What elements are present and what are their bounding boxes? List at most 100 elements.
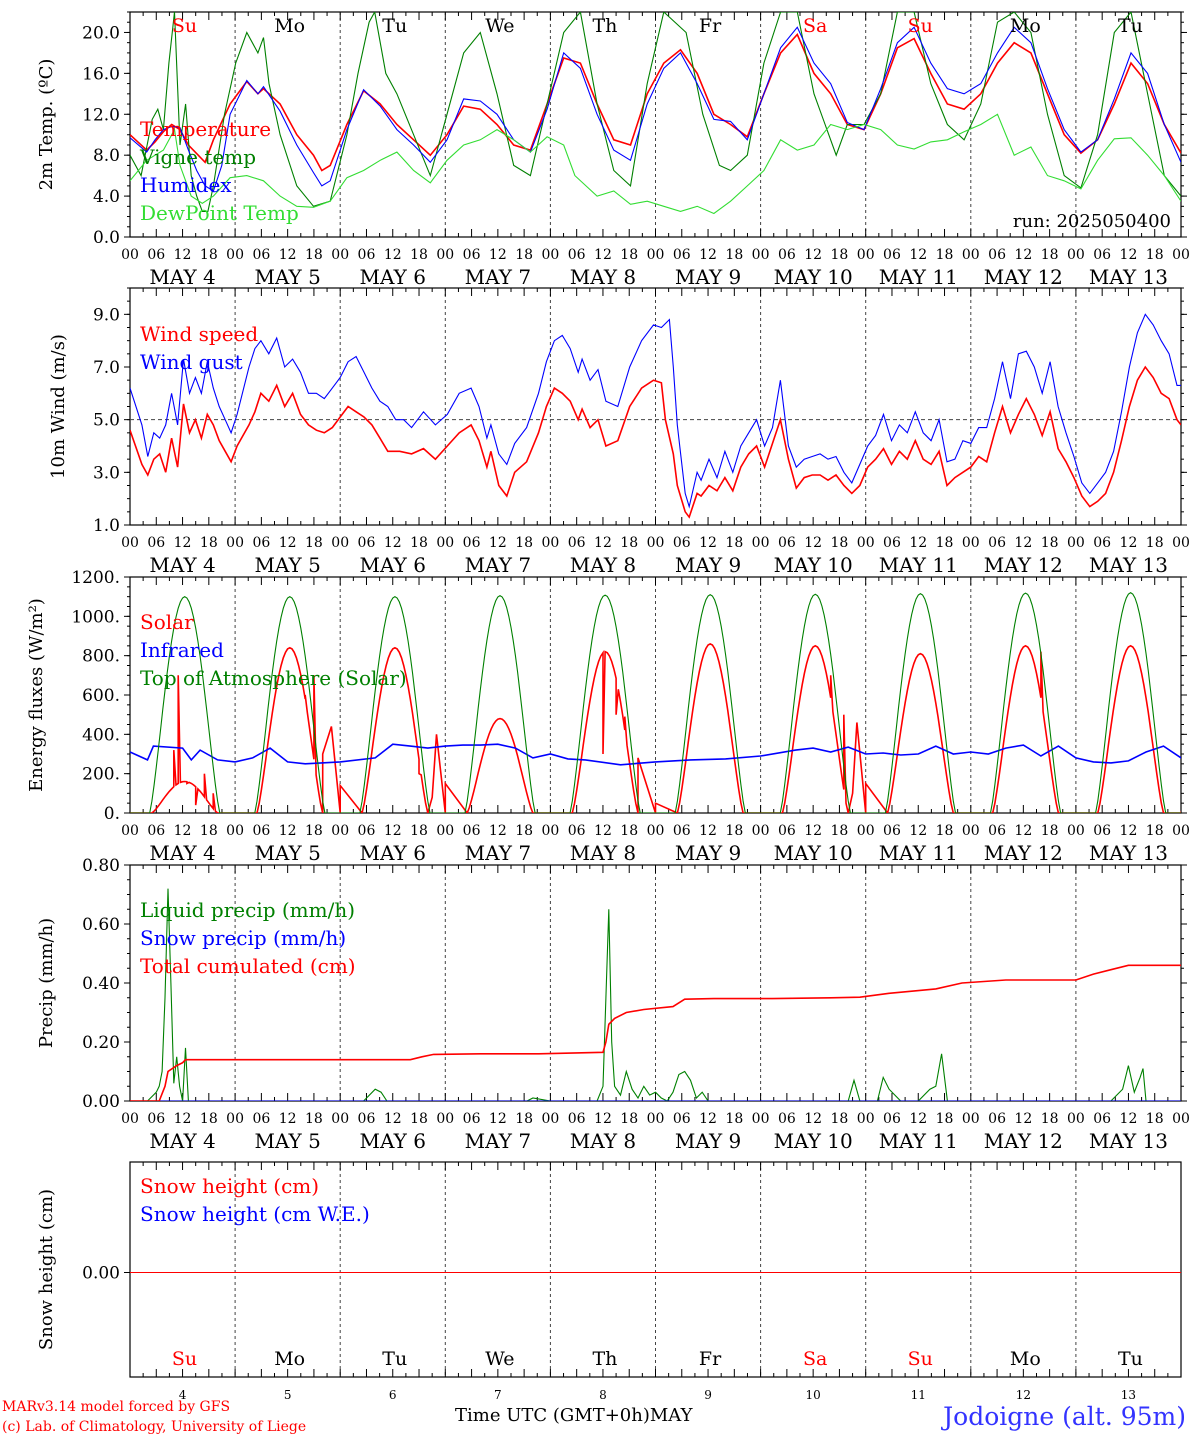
hour-tick-label: 00 [226, 247, 244, 263]
hour-tick-label: 06 [358, 247, 376, 263]
date-label: MAY 4 [149, 553, 215, 577]
date-label: MAY 10 [774, 265, 853, 289]
hour-tick-label: 18 [515, 535, 533, 551]
hour-tick-label: 00 [647, 1111, 665, 1127]
weekday-label: Sa [803, 1348, 827, 1370]
hour-tick-label: 06 [252, 823, 270, 839]
hour-tick-label: 00 [331, 535, 349, 551]
date-label: MAY 5 [254, 1129, 320, 1153]
hour-tick-label: 18 [1041, 1111, 1059, 1127]
y-tick-label: 800. [82, 647, 120, 667]
hour-tick-label: 00 [1067, 1111, 1085, 1127]
hour-tick-label: 12 [279, 1111, 297, 1127]
hour-tick-label: 12 [279, 535, 297, 551]
hour-tick-label: 12 [699, 247, 717, 263]
hour-tick-label: 00 [1067, 823, 1085, 839]
y-axis-label: 2m Temp. (ºC) [36, 59, 57, 191]
series-line-wind-gust [130, 313, 1181, 509]
weekday-label: Mo [274, 1348, 305, 1370]
y-tick-label: 1000. [71, 607, 120, 627]
date-label: MAY 12 [984, 841, 1063, 865]
hour-tick-label: 00 [962, 535, 980, 551]
hour-tick-label: 00 [226, 823, 244, 839]
date-label: MAY 4 [149, 841, 215, 865]
legend-entry: Snow height (cm) [140, 1174, 319, 1198]
hour-tick-label: 12 [384, 823, 402, 839]
panel-4: 0.00 0.20 0.40 0.60 0.80 Precip (mm/h) Liquid … [36, 856, 1190, 1153]
hour-tick-label: 00 [1067, 535, 1085, 551]
hour-tick-label: 12 [909, 823, 927, 839]
date-label: MAY 6 [360, 265, 426, 289]
hour-tick-label: 06 [673, 535, 691, 551]
hour-tick-label: 00 [541, 247, 559, 263]
y-tick-label: 600. [82, 686, 120, 706]
hour-tick-label: 12 [804, 1111, 822, 1127]
hour-tick-label: 00 [121, 535, 139, 551]
hour-tick-label: 12 [279, 247, 297, 263]
plot-frame [129, 287, 1182, 526]
hour-tick-label: 06 [778, 1111, 796, 1127]
hour-tick-label: 12 [804, 247, 822, 263]
legend-entry: Infrared [140, 638, 224, 662]
hour-tick-label: 18 [1146, 247, 1164, 263]
hour-tick-label: 12 [804, 823, 822, 839]
date-label: MAY 8 [570, 1129, 636, 1153]
hour-tick-label: 12 [1120, 823, 1138, 839]
hour-tick-label: 06 [988, 247, 1006, 263]
run-label: run: 2025050400 [1013, 211, 1171, 232]
hour-tick-label: 18 [725, 535, 743, 551]
hour-tick-label: 12 [1120, 535, 1138, 551]
hour-tick-label: 12 [489, 535, 507, 551]
hour-tick-label: 18 [410, 535, 428, 551]
hour-tick-label: 18 [305, 535, 323, 551]
model-credit: MARv3.14 model forced by GFS [2, 1399, 231, 1415]
station-label: Jodoigne (alt. 95m) [943, 1402, 1186, 1431]
date-number-label: 10 [806, 1388, 821, 1402]
hour-tick-label: 00 [962, 247, 980, 263]
hour-tick-label: 12 [1014, 247, 1032, 263]
hour-tick-label: 18 [515, 823, 533, 839]
date-label: MAY 4 [149, 1129, 215, 1153]
hour-tick-label: 12 [699, 535, 717, 551]
y-tick-label: 0.20 [82, 1033, 120, 1053]
hour-tick-label: 06 [673, 247, 691, 263]
hour-tick-label: 18 [831, 823, 849, 839]
y-tick-label: 0.80 [82, 856, 120, 876]
y-axis-label: 10m Wind (m/s) [48, 334, 69, 479]
date-label: MAY 11 [879, 841, 958, 865]
weekday-label: Fr [699, 15, 722, 37]
hour-tick-label: 12 [909, 1111, 927, 1127]
hour-tick-label: 06 [673, 1111, 691, 1127]
hour-tick-label: 06 [1093, 247, 1111, 263]
hour-tick-label: 06 [147, 1111, 165, 1127]
weekday-label: We [485, 15, 514, 37]
date-number-label: 11 [911, 1388, 926, 1402]
hour-tick-label: 18 [936, 823, 954, 839]
hour-tick-label: 18 [410, 1111, 428, 1127]
y-axis-label: Precip (mm/h) [36, 918, 57, 1048]
hour-tick-label: 06 [1093, 823, 1111, 839]
weekday-label: Mo [1010, 1348, 1041, 1370]
date-label: MAY 10 [774, 553, 853, 577]
date-label: MAY 11 [879, 1129, 958, 1153]
hour-tick-label: 12 [174, 535, 192, 551]
date-label: MAY 4 [149, 265, 215, 289]
legend-entry: Temperature [140, 117, 271, 141]
y-tick-label: 0.00 [82, 1092, 120, 1112]
hour-tick-label: 12 [1014, 1111, 1032, 1127]
hour-tick-label: 06 [463, 1111, 481, 1127]
weekday-label: Th [592, 15, 617, 37]
date-number-label: 7 [494, 1388, 502, 1402]
hour-tick-label: 00 [331, 823, 349, 839]
legend-entry: DewPoint Temp [140, 201, 299, 225]
hour-tick-label: 06 [883, 535, 901, 551]
date-label: MAY 12 [984, 1129, 1063, 1153]
y-tick-label: 400. [82, 725, 120, 745]
hour-tick-label: 18 [831, 535, 849, 551]
hour-tick-label: 00 [226, 1111, 244, 1127]
weekday-label: Su [908, 1348, 933, 1370]
hour-tick-label: 06 [778, 247, 796, 263]
panel-3: 0. 200. 400. 600. 800. 1000. 1200. Energy fluxe… [26, 568, 1190, 865]
hour-tick-label: 06 [252, 1111, 270, 1127]
date-label: MAY 7 [465, 553, 531, 577]
